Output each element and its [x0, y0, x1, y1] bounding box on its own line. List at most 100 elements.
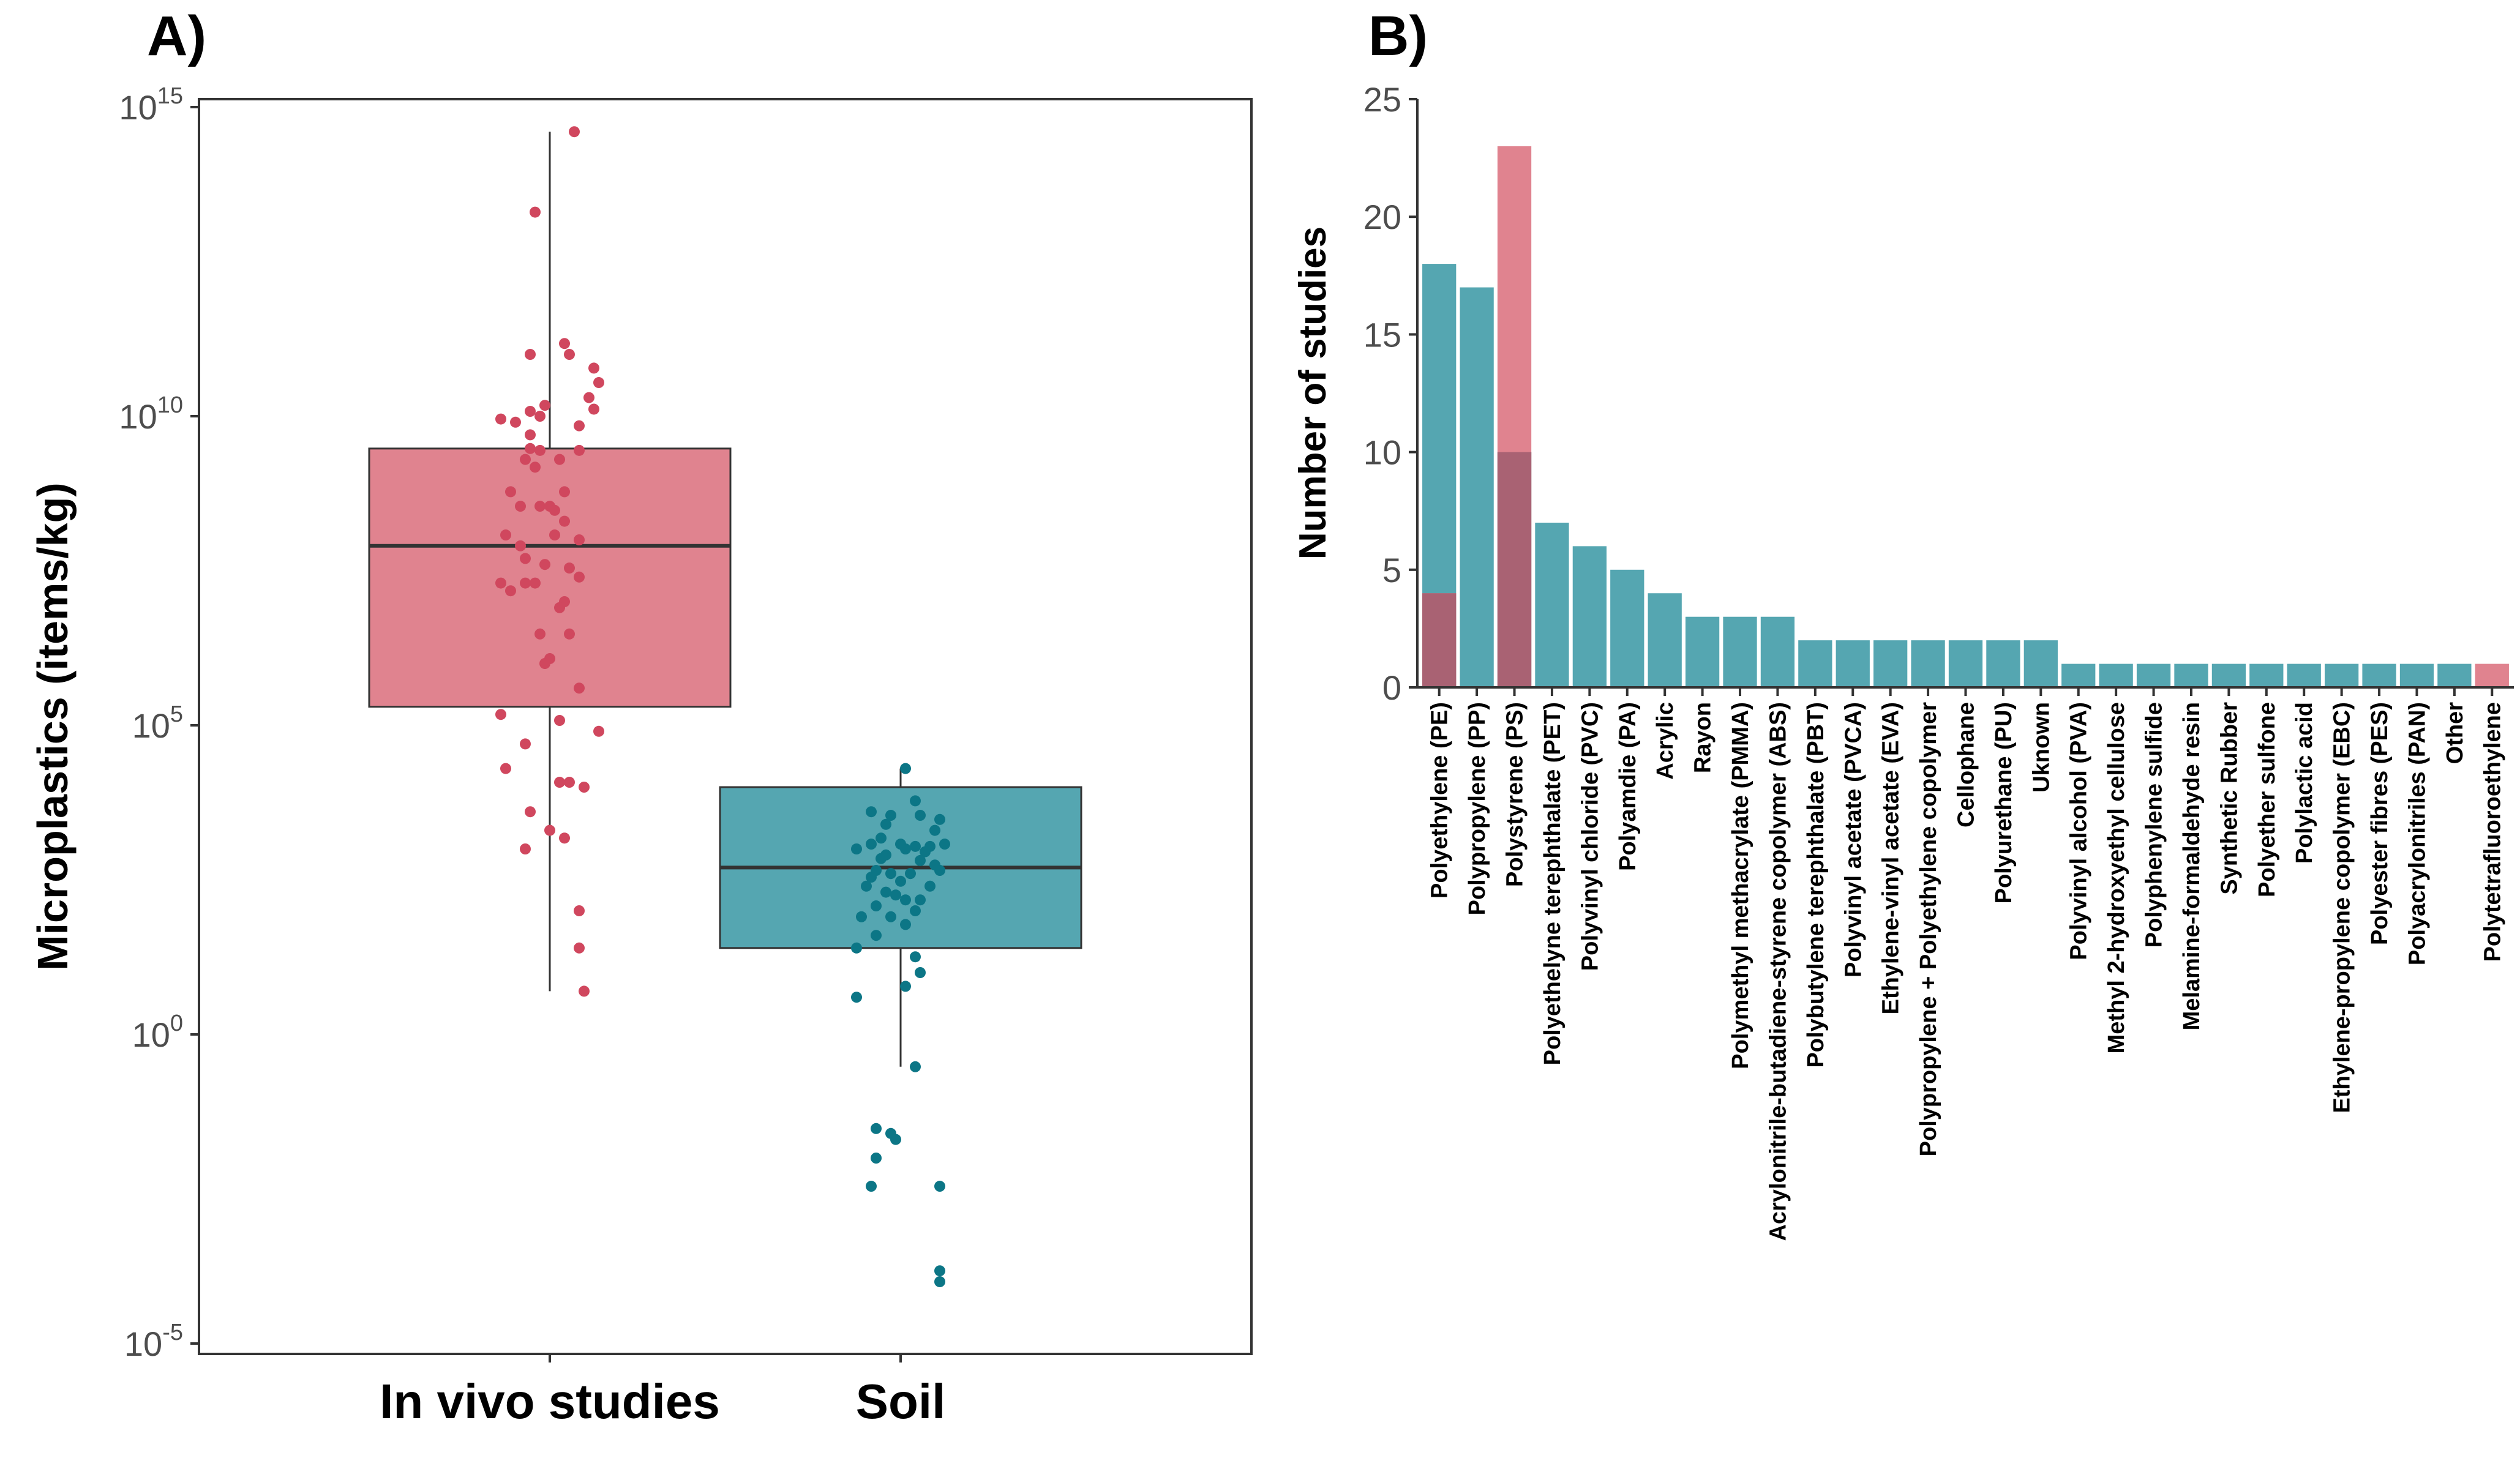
- bar-soil: [2174, 663, 2208, 687]
- bar-soil: [2325, 663, 2359, 687]
- x-tick-label: Polyvinyl chloride (PVC): [1577, 702, 1603, 971]
- data-point: [574, 444, 585, 456]
- data-point: [530, 206, 541, 218]
- y-tick-label: 100: [132, 1011, 183, 1054]
- data-point: [929, 824, 940, 836]
- x-tick-label: Uknown: [2028, 702, 2054, 793]
- x-tick-label: Other: [2442, 702, 2468, 764]
- data-point: [574, 571, 585, 583]
- data-point: [876, 853, 887, 864]
- data-point: [910, 1061, 921, 1072]
- x-tick-label: Polyether sulfone: [2254, 702, 2280, 897]
- data-point: [915, 810, 926, 821]
- data-point: [885, 868, 896, 880]
- x-tick-label: Polyvinyl acetate (PVCA): [1840, 702, 1866, 977]
- data-point: [900, 981, 911, 992]
- bar-soil: [1948, 640, 1983, 687]
- panel-b-y-axis-ticks: 0 5 10 15 20 25: [1363, 80, 1417, 707]
- y-tick-label: 10: [1363, 433, 1401, 472]
- bar-soil: [2211, 663, 2246, 687]
- x-tick-label: Polystyrene (PS): [1502, 702, 1528, 887]
- x-tick-label: Synthetic Rubber: [2216, 702, 2242, 895]
- data-point: [495, 709, 506, 720]
- data-point: [525, 429, 536, 441]
- data-point: [890, 889, 901, 901]
- bar-soil: [1911, 640, 1945, 687]
- y-tick-exponent: 15: [157, 83, 183, 109]
- y-tick-exponent: -5: [162, 1320, 183, 1345]
- data-point: [510, 416, 521, 428]
- data-point: [495, 413, 506, 425]
- bar-soil: [1723, 616, 1757, 687]
- data-point: [559, 515, 570, 527]
- data-point: [554, 715, 565, 727]
- data-point: [934, 1276, 945, 1287]
- data-point: [530, 577, 541, 589]
- data-point: [924, 880, 936, 892]
- panel-b: B) 0 5 10 15 20 25 Polyethylene (PE) Polypropy…: [1292, 5, 2514, 1241]
- data-point: [900, 919, 911, 930]
- bar-soil: [2362, 663, 2396, 687]
- data-point: [871, 1123, 882, 1134]
- data-point: [900, 894, 911, 906]
- data-point: [559, 486, 570, 498]
- y-tick-label: 10-5: [124, 1320, 183, 1363]
- data-point: [866, 872, 877, 883]
- data-point: [574, 905, 585, 916]
- data-point: [539, 400, 550, 411]
- data-point: [564, 563, 575, 574]
- x-tick-label: Polypropylene + Polyethylene copolymer: [1916, 702, 1941, 1157]
- data-point: [579, 985, 590, 997]
- data-point: [549, 504, 560, 516]
- y-tick-exponent: 5: [170, 701, 183, 727]
- x-tick-label: Polymethyl methacrylate (PMMA): [1728, 702, 1753, 1069]
- data-point: [866, 1181, 877, 1192]
- x-tick-label: Ethylene-vinyl acetate (EVA): [1878, 702, 1904, 1014]
- data-point: [525, 443, 536, 454]
- data-point: [525, 806, 536, 818]
- y-tick-label: 105: [132, 701, 183, 745]
- bar-soil: [1610, 569, 1644, 687]
- box: [368, 447, 732, 708]
- data-point: [500, 763, 511, 774]
- bar-soil: [1460, 287, 1494, 687]
- y-tick-label: 20: [1363, 198, 1401, 236]
- data-point: [574, 682, 585, 694]
- data-point: [910, 951, 921, 963]
- x-tick-label: Polylactic acid: [2292, 702, 2317, 864]
- data-point: [554, 454, 565, 465]
- panel-a-label: A): [147, 5, 206, 67]
- x-tick-label: Acrylic: [1652, 702, 1678, 780]
- data-point: [880, 886, 891, 898]
- data-point: [861, 880, 872, 892]
- data-point: [910, 905, 921, 916]
- data-point: [525, 349, 536, 360]
- data-point: [890, 1134, 901, 1145]
- x-tick-label: Polyurethane (PU): [1991, 702, 2017, 903]
- panel-a-frame: [198, 98, 1253, 1355]
- data-point: [544, 824, 555, 836]
- y-tick-label: 0: [1382, 668, 1401, 707]
- data-point: [554, 602, 565, 613]
- x-tick-label: Soil: [856, 1374, 946, 1429]
- y-axis-label: Microplastics (items/kg): [29, 482, 77, 970]
- data-point: [871, 900, 882, 912]
- bar-soil: [1873, 640, 1908, 687]
- data-point: [939, 839, 950, 850]
- panel-b-label: B): [1368, 5, 1428, 67]
- data-point: [871, 1153, 882, 1164]
- bar-soil: [2099, 663, 2133, 687]
- data-point: [900, 763, 911, 774]
- data-point: [520, 738, 531, 750]
- x-axis-ticks: In vivo studies Soil: [380, 1354, 945, 1429]
- data-point: [520, 454, 531, 465]
- data-point: [934, 1181, 945, 1192]
- x-tick-label: Polyester fibres (PES): [2367, 702, 2393, 945]
- data-point: [579, 782, 590, 793]
- bar-soil: [2249, 663, 2284, 687]
- point-layer: [495, 126, 950, 1287]
- data-point: [856, 911, 867, 922]
- data-point: [934, 1265, 945, 1277]
- bar-soil: [1798, 640, 1832, 687]
